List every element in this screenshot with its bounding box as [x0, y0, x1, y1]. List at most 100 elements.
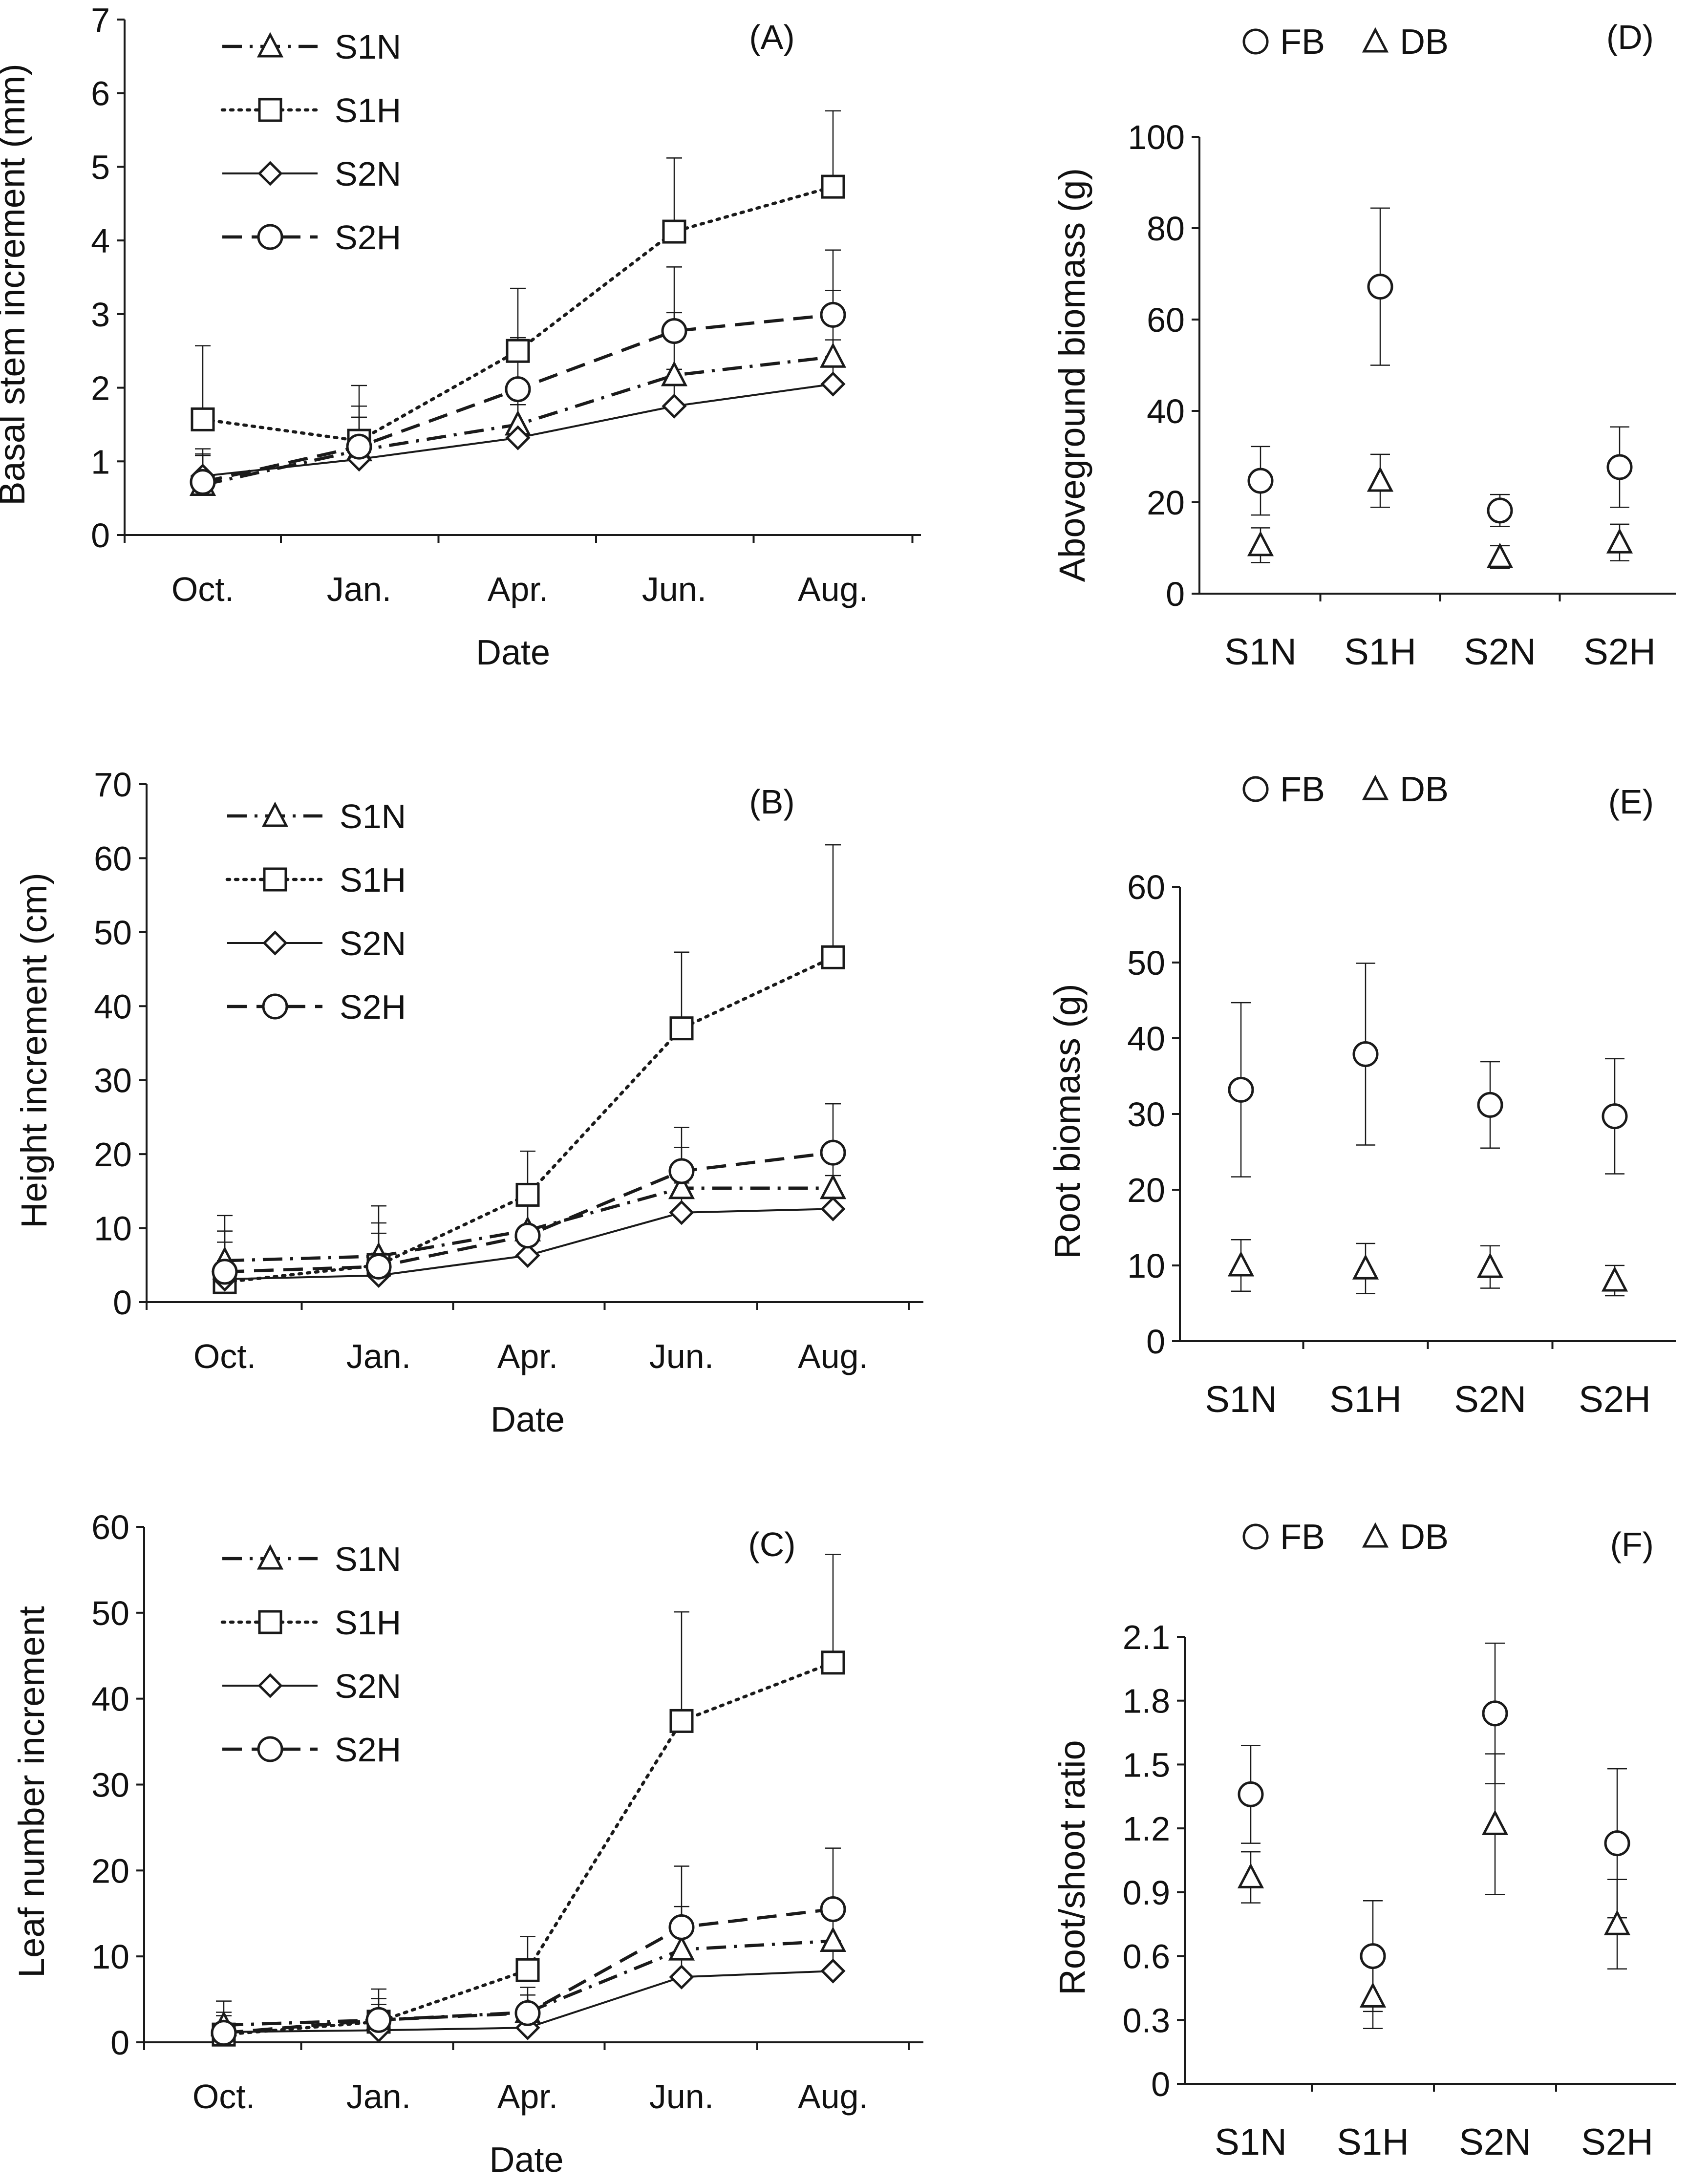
legend-label-s1h: S1H: [335, 1604, 401, 1642]
panel-label: (C): [748, 1525, 795, 1563]
y-axis-title: Leaf number increment: [11, 1606, 52, 1978]
x-tick-label: Jan.: [346, 1337, 411, 1375]
point-s1h: [662, 219, 686, 244]
x-tick-label: S2N: [1459, 2121, 1531, 2163]
y-tick-label: 50: [94, 914, 132, 952]
point-db: [1601, 1266, 1628, 1292]
legend-label-fb: FB: [1280, 770, 1325, 809]
y-tick-label: 40: [1147, 392, 1185, 430]
point-s1n: [661, 361, 688, 386]
y-tick-label: 0: [1166, 575, 1185, 613]
y-tick-label: 2: [91, 369, 110, 407]
y-axis-title: Basal stem increment (mm): [0, 64, 32, 506]
point-s1n: [819, 1927, 847, 1952]
y-tick-label: 0.9: [1123, 1874, 1170, 1912]
y-tick-label: 3: [91, 296, 110, 334]
y-tick-label: 60: [94, 839, 132, 878]
point-s1h: [821, 1650, 845, 1675]
y-tick-label: 0: [113, 1284, 132, 1322]
y-tick-label: 0: [1151, 2065, 1170, 2103]
point-s2n: [662, 393, 687, 419]
x-tick-label: Aug.: [798, 1337, 868, 1375]
series-line-s1h: [222, 1661, 835, 2036]
point-fb: [1482, 1700, 1508, 1727]
panel-label: (F): [1610, 1525, 1654, 1563]
y-tick-label: 70: [94, 766, 132, 804]
x-tick-label: Jun.: [649, 2077, 714, 2116]
x-tick-label: Apr.: [488, 570, 549, 608]
point-s2n: [505, 425, 531, 450]
x-tick-label: S1N: [1205, 1379, 1277, 1420]
legend-label-fb: FB: [1280, 22, 1325, 62]
y-axis-title: Root biomass (g): [1047, 984, 1088, 1259]
y-tick-label: 2.1: [1123, 1618, 1170, 1656]
y-tick-label: 30: [94, 1062, 132, 1100]
legend-marker-s2n: [257, 1673, 283, 1698]
point-s1n: [668, 1174, 695, 1199]
point-db: [1367, 466, 1394, 492]
x-tick-label: S1H: [1337, 2121, 1409, 2163]
y-axis-title: Root/shoot ratio: [1052, 1740, 1092, 1995]
y-tick-label: 100: [1128, 118, 1185, 156]
point-s2h: [820, 1896, 846, 1922]
legend-marker-db: [1362, 27, 1389, 53]
point-db: [1247, 531, 1274, 557]
y-tick-label: 50: [91, 1594, 129, 1632]
point-fb: [1228, 1076, 1254, 1103]
point-fb: [1604, 1830, 1630, 1857]
point-fb: [1487, 497, 1513, 524]
x-tick-label: S1H: [1329, 1379, 1402, 1420]
legend-marker-db: [1362, 774, 1389, 800]
legend-label-fb: FB: [1280, 1518, 1325, 1557]
x-tick-label: Jun.: [642, 570, 706, 608]
legend-marker-s2n: [257, 161, 283, 186]
point-s2h: [661, 318, 687, 344]
x-tick-label: S2H: [1581, 2121, 1653, 2163]
y-axis-title: Aboveground biomass (g): [1052, 168, 1092, 582]
legend-marker-fb: [1242, 776, 1269, 802]
point-fb: [1238, 1781, 1264, 1807]
legend-label-s1n: S1N: [335, 1540, 401, 1578]
legend-label-s2n: S2N: [340, 924, 406, 963]
point-db: [1481, 1810, 1509, 1835]
point-fb: [1352, 1041, 1379, 1068]
point-s2h: [820, 1139, 846, 1166]
x-tick-label: S2N: [1454, 1379, 1526, 1420]
panel-c: 0 10 20 30 40 50 60 Oct. Jan. Apr. Jun. Aug. Date Lea…: [11, 1508, 923, 2180]
point-db: [1486, 542, 1514, 568]
point-s2n: [515, 1243, 540, 1268]
y-tick-label: 6: [91, 75, 110, 113]
y-tick-label: 1: [91, 443, 110, 481]
x-tick-label: Jan.: [346, 2077, 411, 2116]
point-s2h: [365, 2007, 392, 2033]
x-axis-title: Date: [489, 2141, 563, 2180]
point-fb: [1477, 1092, 1503, 1118]
panel-label: (E): [1608, 783, 1654, 821]
y-tick-label: 1.5: [1123, 1746, 1170, 1784]
x-tick-label: Aug.: [798, 570, 868, 608]
y-tick-label: 7: [91, 1, 110, 39]
panel-e: 0 10 20 30 40 50 60 S1N S1H S2N S2H Root biomass (g…: [1047, 770, 1676, 1420]
point-s2n: [820, 371, 846, 397]
point-db: [1237, 1863, 1264, 1888]
y-tick-label: 60: [91, 1508, 129, 1546]
point-s1h: [669, 1016, 694, 1041]
point-s1h: [821, 945, 845, 969]
legend-marker-s1h: [263, 867, 287, 892]
point-s2h: [820, 301, 846, 328]
legend-label-s1h: S1H: [335, 91, 401, 129]
y-tick-label: 0: [110, 2024, 129, 2062]
y-tick-label: 0: [91, 516, 110, 555]
x-tick-label: S1H: [1344, 631, 1416, 673]
legend-label-s2h: S2H: [340, 988, 406, 1026]
point-s2h: [505, 376, 531, 403]
x-tick-label: Oct.: [193, 1337, 256, 1375]
panel-f: 0 0.3 0.6 0.9 1.2 1.5 1.8 2.1 S1N S1H S2N S2H Root/s…: [1052, 1518, 1676, 2163]
y-tick-label: 40: [94, 987, 132, 1026]
y-tick-label: 1.2: [1123, 1810, 1170, 1848]
y-tick-label: 5: [91, 148, 110, 186]
legend-label-s2h: S2H: [335, 218, 401, 257]
legend-label-s2n: S2N: [335, 1667, 401, 1705]
y-tick-label: 0.6: [1123, 1938, 1170, 1976]
y-tick-label: 40: [1127, 1020, 1165, 1058]
